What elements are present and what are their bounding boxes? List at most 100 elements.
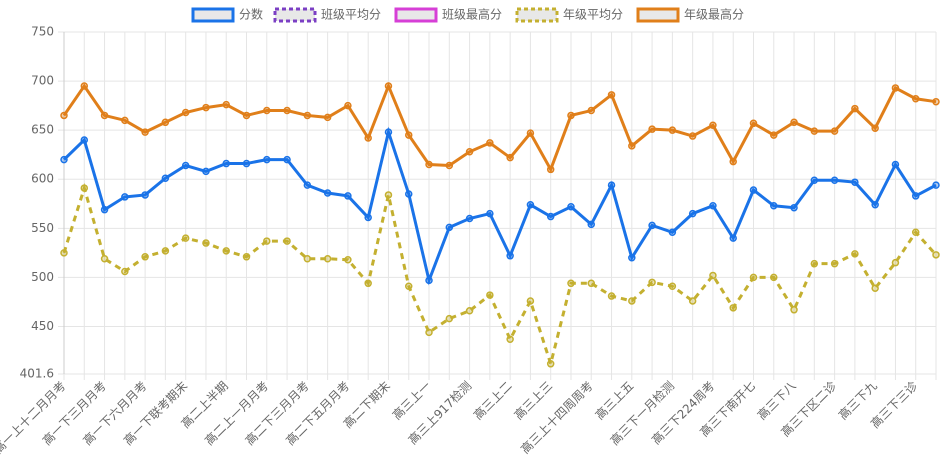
point [344,192,352,200]
legend-label: 分数 [239,7,263,22]
x-tick-label: 高三上二 [470,378,515,423]
point [384,128,393,136]
point [749,186,758,194]
legend-swatch [394,7,438,23]
point [344,255,352,264]
point [628,297,636,305]
point [932,97,940,106]
point [891,258,900,267]
point [465,148,474,156]
point [628,142,636,150]
point [526,297,535,305]
point [161,247,170,255]
point [161,118,170,127]
point [790,306,798,314]
point [546,212,555,221]
point [202,103,210,112]
point [404,131,413,139]
point [770,201,778,210]
legend-swatch [273,7,317,23]
point [546,165,555,174]
point [60,249,68,257]
point [871,284,879,292]
point [790,118,798,127]
point [100,111,109,120]
point [526,129,535,137]
point [567,111,575,120]
point [729,304,737,312]
point [830,259,839,268]
point [709,271,717,280]
point [465,214,474,223]
point [283,237,291,245]
point [810,176,819,184]
point [303,255,312,263]
point [587,220,596,229]
point [344,101,352,110]
y-tick-label: 550 [31,221,54,235]
point [121,193,129,201]
point [141,253,149,261]
legend-swatch [515,7,559,23]
point [648,278,656,287]
point [121,116,129,125]
y-tick-label: 750 [31,25,54,39]
point [688,209,697,218]
point [506,252,514,260]
point [242,253,251,261]
point [709,121,717,130]
point [911,192,920,200]
point [222,100,230,109]
point [323,189,332,197]
point [587,279,596,288]
y-tick-label: 650 [31,123,54,137]
point [121,267,129,276]
point [891,84,900,92]
point [80,136,89,144]
point [648,221,656,230]
point [911,95,920,103]
point [202,239,210,247]
point [851,250,859,258]
point [425,276,433,285]
point [242,159,251,168]
point [80,82,89,90]
point [141,128,149,136]
point [181,108,190,117]
point [465,307,474,315]
point [60,155,68,164]
point [526,201,535,209]
point [486,291,494,299]
point [770,273,778,282]
point [141,191,149,199]
point [749,119,758,128]
point [364,279,372,288]
point [445,314,454,323]
point [567,279,575,288]
series-line [62,81,937,173]
point [263,237,271,245]
point [222,159,230,168]
y-tick-label: 700 [31,74,54,88]
y-tick-label: 600 [31,172,54,186]
point [830,176,839,184]
point [445,161,454,170]
point [891,160,900,169]
point [100,205,109,214]
point [851,178,859,186]
point [283,155,291,164]
point [709,201,717,210]
legend-label: 班级平均分 [321,8,381,22]
point [425,328,433,337]
x-tick-label: 高一上十二月月考 [0,378,69,456]
point [506,335,514,344]
point [323,113,332,122]
legend-swatch [191,7,235,23]
point [648,125,656,133]
point [871,124,879,132]
point [161,174,170,183]
point [80,184,89,192]
point [810,127,819,135]
point [100,255,109,263]
